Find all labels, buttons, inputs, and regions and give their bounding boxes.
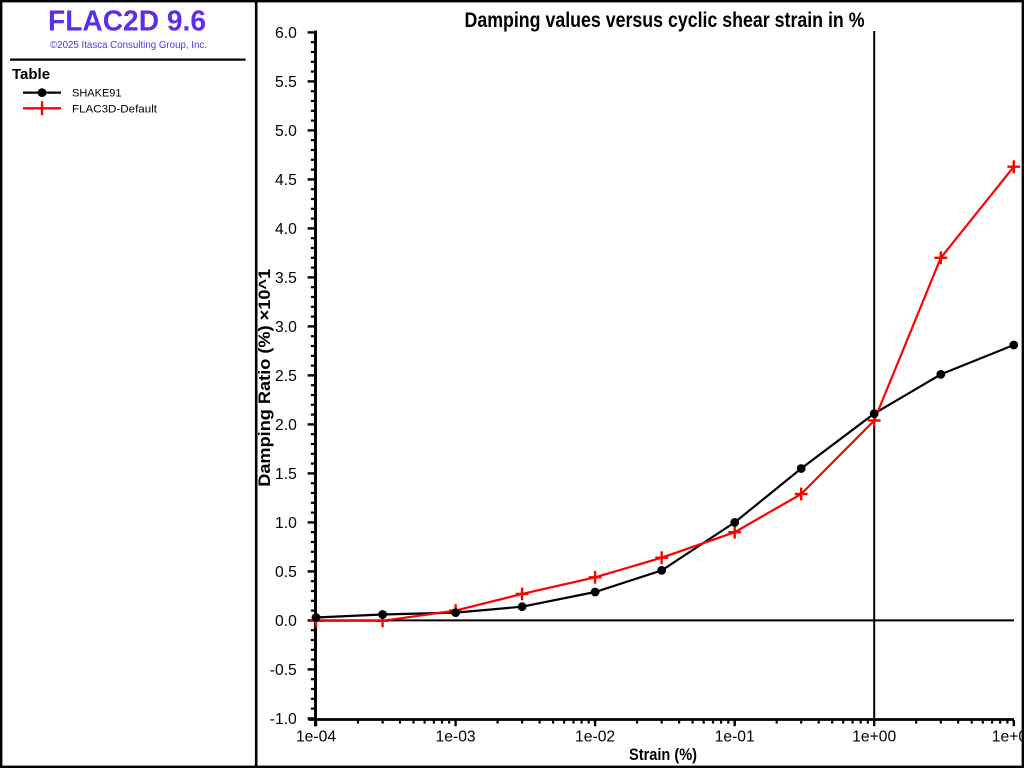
svg-text:©2025 Itasca Consulting Group,: ©2025 Itasca Consulting Group, Inc. (50, 40, 207, 51)
svg-text:5.0: 5.0 (275, 123, 297, 140)
svg-text:1e-04: 1e-04 (296, 728, 336, 745)
svg-text:Damping values versus cyclic s: Damping values versus cyclic shear strai… (465, 9, 865, 32)
svg-text:Strain (%): Strain (%) (629, 745, 697, 764)
svg-text:4.5: 4.5 (275, 172, 297, 189)
svg-text:6.0: 6.0 (275, 25, 297, 42)
svg-text:1.0: 1.0 (275, 515, 297, 532)
svg-text:SHAKE91: SHAKE91 (72, 88, 122, 100)
svg-text:1e-02: 1e-02 (575, 728, 615, 745)
svg-text:1e-03: 1e-03 (436, 728, 476, 745)
svg-text:FLAC2D 9.6: FLAC2D 9.6 (48, 6, 206, 38)
svg-text:Table: Table (12, 66, 50, 83)
svg-text:-0.5: -0.5 (270, 662, 297, 679)
svg-text:4.0: 4.0 (275, 221, 297, 238)
svg-text:0.0: 0.0 (275, 613, 297, 630)
svg-text:5.5: 5.5 (275, 74, 297, 91)
svg-text:1e+01: 1e+01 (992, 728, 1024, 745)
svg-text:1.5: 1.5 (275, 466, 297, 483)
svg-text:2.0: 2.0 (275, 417, 297, 434)
svg-text:2.5: 2.5 (275, 368, 297, 385)
svg-text:-1.0: -1.0 (270, 711, 297, 728)
svg-text:FLAC3D-Default: FLAC3D-Default (72, 103, 157, 115)
svg-text:3.0: 3.0 (275, 319, 297, 336)
svg-text:1e-01: 1e-01 (715, 728, 755, 745)
svg-text:3.5: 3.5 (275, 270, 297, 287)
svg-text:1e+00: 1e+00 (852, 728, 896, 745)
svg-text:Damping Ratio (%) ×10^1: Damping Ratio (%) ×10^1 (256, 269, 274, 487)
svg-text:0.5: 0.5 (275, 564, 297, 581)
